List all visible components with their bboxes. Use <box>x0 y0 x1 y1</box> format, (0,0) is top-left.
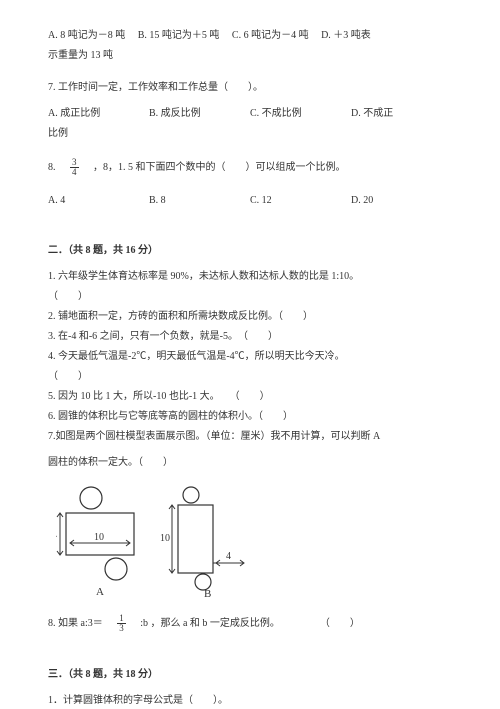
s2-q2: 2. 铺地面积一定，方砖的面积和所需块数成反比例。（ ） <box>48 309 452 325</box>
section2-title: 二．（共 8 题，共 16 分） <box>48 243 452 259</box>
diag-label-10-left: 10 <box>94 532 104 543</box>
opt-c: C. 6 吨记为－4 吨 <box>232 30 309 41</box>
q7-cont: 比例 <box>48 126 452 142</box>
q7-text: 7. 工作时间一定，工作效率和工作总量（ ）。 <box>48 80 452 96</box>
diag-label-b: B <box>204 588 211 600</box>
opt-b: B. 15 吨记为＋5 吨 <box>138 30 220 41</box>
s2-q1b: （ ） <box>48 289 452 305</box>
diag-label-4-right: 4 <box>226 551 231 562</box>
q8-fraction: 3 4 <box>70 158 79 177</box>
s2-q8-fraction: 1 3 <box>117 614 126 633</box>
q7-opt-b: B. 成反比例 <box>149 106 250 122</box>
q7-opt-a: A. 成正比例 <box>48 106 149 122</box>
s2-q8-suffix: :b ，那么 a 和 b 一定成反比例。 （ ） <box>130 618 360 629</box>
cylinder-diagram: 4 10 A 10 4 B <box>56 485 452 600</box>
q8-opt-a: A. 4 <box>48 193 149 209</box>
s2-q4b: （ ） <box>48 369 452 385</box>
q7-opt-c: C. 不成比例 <box>250 106 351 122</box>
q-prev-options-cont: 示重量为 13 吨 <box>48 48 452 64</box>
s2-q8: 8. 如果 a:3＝ 1 3 :b ，那么 a 和 b 一定成反比例。 （ ） <box>48 614 452 633</box>
q8-opt-c: C. 12 <box>250 193 351 209</box>
q-prev-options: A. 8 吨记为－8 吨 B. 15 吨记为＋5 吨 C. 6 吨记为－4 吨 … <box>48 28 452 44</box>
q7-opt-d: D. 不成正 <box>351 106 452 122</box>
s2-q4a: 4. 今天最低气温是-2℃，明天最低气温是-4℃，所以明天比今天冷。 <box>48 349 452 365</box>
q8-opt-d: D. 20 <box>351 193 452 209</box>
diag-label-10-right: 10 <box>160 533 170 544</box>
q8-prefix: 8. <box>48 162 66 173</box>
s2-q7b: 圆柱的体积一定大。（ ） <box>48 455 452 471</box>
s2-q3: 3. 在-4 和-6 之间，只有一个负数，就是-5。 （ ） <box>48 329 452 345</box>
s2-q6: 6. 圆锥的体积比与它等底等高的圆柱的体积小。（ ） <box>48 409 452 425</box>
diag-label-a: A <box>96 586 104 598</box>
s2-q5: 5. 因为 10 比 1 大，所以-10 也比-1 大。 （ ） <box>48 389 452 405</box>
q7-options: A. 成正比例 B. 成反比例 C. 不成比例 D. 不成正 <box>48 106 452 122</box>
q8-frac-den: 4 <box>70 168 79 177</box>
q8-suffix: ，8，1. 5 和下面四个数中的（ ）可以组成一个比例。 <box>83 162 346 173</box>
s2-q1a: 1. 六年级学生体育达标率是 90%，未达标人数和达标人数的比是 1:10。 <box>48 269 452 285</box>
diag-label-4-left: 4 <box>56 530 57 541</box>
s2-q7a: 7.如图是两个圆柱模型表面展示图。（单位：厘米）我不用计算，可以判断 A <box>48 429 452 445</box>
s2-q8-frac-den: 3 <box>117 624 126 633</box>
section3-title: 三．（共 8 题，共 18 分） <box>48 667 452 683</box>
q8-text: 8. 3 4 ，8，1. 5 和下面四个数中的（ ）可以组成一个比例。 <box>48 158 452 177</box>
q8-options: A. 4 B. 8 C. 12 D. 20 <box>48 193 452 209</box>
s2-q8-prefix: 8. 如果 a:3＝ <box>48 618 113 629</box>
q8-opt-b: B. 8 <box>149 193 250 209</box>
opt-a: A. 8 吨记为－8 吨 <box>48 30 125 41</box>
opt-d-prefix: D. ＋3 吨表 <box>321 30 371 41</box>
